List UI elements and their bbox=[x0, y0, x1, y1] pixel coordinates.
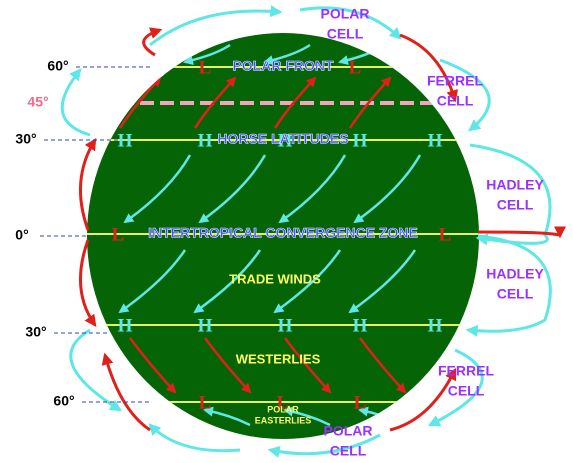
wind-arrow bbox=[283, 406, 331, 427]
cell-label: POLAR bbox=[321, 6, 370, 22]
cell-label: FERREL bbox=[427, 73, 483, 89]
latitude-label: 45° bbox=[27, 94, 48, 110]
cell-loop bbox=[389, 367, 457, 432]
pressure-marker: L bbox=[112, 224, 125, 245]
wind-arrow bbox=[118, 76, 162, 129]
wind-arrow bbox=[283, 337, 332, 394]
pressure-marker: H bbox=[428, 130, 443, 151]
wind-arrow bbox=[203, 337, 252, 394]
wind-arrow bbox=[348, 76, 392, 129]
pressure-marker: H bbox=[353, 315, 368, 336]
wind-arrow bbox=[183, 43, 231, 66]
pressure-marker: H bbox=[353, 130, 368, 151]
pressure-marker: L bbox=[277, 392, 290, 413]
wind-arrow bbox=[358, 337, 407, 394]
wind-arrow bbox=[193, 76, 237, 129]
wind-arrow bbox=[198, 154, 267, 224]
zone-label: POLAR FRONT bbox=[232, 58, 334, 74]
zone-label: INTERTROPICAL CONVERGENCE ZONE bbox=[148, 225, 418, 241]
wind-label: EASTERLIES bbox=[255, 415, 312, 425]
wind-arrow bbox=[263, 43, 311, 66]
wind-arrow bbox=[353, 154, 422, 224]
cell-label: POLAR bbox=[324, 423, 373, 439]
wind-arrow bbox=[273, 76, 317, 129]
pressure-marker: H bbox=[278, 130, 293, 151]
globe bbox=[87, 33, 479, 439]
cell-loop bbox=[69, 328, 123, 412]
latitude-label: 0° bbox=[15, 227, 28, 243]
wind-label: POLAR bbox=[267, 404, 299, 414]
latitude-label: 30° bbox=[25, 324, 46, 340]
pressure-marker: H bbox=[118, 130, 133, 151]
wind-arrow bbox=[203, 406, 251, 427]
cell-loop bbox=[427, 348, 484, 427]
cell-label: HADLEY bbox=[486, 177, 544, 193]
cell-label: CELL bbox=[327, 26, 364, 42]
cell-loop bbox=[101, 352, 151, 432]
cell-loop bbox=[439, 58, 491, 132]
latitude-label: 30° bbox=[15, 131, 36, 147]
cell-label: FERREL bbox=[438, 363, 494, 379]
wind-arrows bbox=[87, 43, 479, 427]
cell-loop bbox=[78, 137, 97, 231]
wind-arrow bbox=[123, 154, 192, 224]
wind-arrow bbox=[108, 43, 156, 66]
pressure-marker: H bbox=[198, 130, 213, 151]
wind-arrow bbox=[273, 249, 342, 314]
cell-loop bbox=[148, 423, 241, 453]
latitude-label: 60° bbox=[53, 393, 74, 409]
cell-label: CELL bbox=[497, 197, 534, 213]
cell-loop bbox=[477, 226, 566, 239]
cell-loop bbox=[299, 6, 402, 40]
pressure-marker: L bbox=[354, 392, 367, 413]
cell-label: CELL bbox=[497, 286, 534, 302]
pressure-marker: L bbox=[199, 392, 212, 413]
cell-loop bbox=[267, 433, 381, 458]
cell-loop bbox=[78, 239, 97, 327]
wind-arrow bbox=[118, 249, 187, 314]
latitude-label: 60° bbox=[47, 58, 68, 74]
pressure-marker: H bbox=[118, 315, 133, 336]
cell-loop bbox=[142, 27, 163, 57]
cell-loop bbox=[465, 234, 552, 337]
pressure-marker: L bbox=[439, 224, 452, 245]
wind-label: TRADE WINDS bbox=[229, 271, 321, 286]
cell-label: CELL bbox=[330, 443, 367, 459]
pressure-marker: H bbox=[198, 315, 213, 336]
pressure-marker: H bbox=[428, 315, 443, 336]
pressure-marker: L bbox=[199, 57, 212, 78]
pressure-marker: L bbox=[349, 57, 362, 78]
wind-label: WESTERLIES bbox=[236, 351, 321, 366]
cell-label: CELL bbox=[437, 93, 474, 109]
wind-arrow bbox=[278, 154, 347, 224]
cell-label: CELL bbox=[448, 383, 485, 399]
wind-arrow bbox=[193, 249, 262, 314]
cell-loop bbox=[399, 33, 458, 103]
wind-arrow bbox=[348, 249, 417, 314]
pressure-marker: H bbox=[278, 315, 293, 336]
cell-label: HADLEY bbox=[486, 266, 544, 282]
wind-arrow bbox=[128, 337, 177, 394]
cell-loop bbox=[60, 68, 91, 137]
cell-loop bbox=[469, 143, 552, 246]
zone-label: HORSE LATITUDES bbox=[217, 131, 348, 147]
cell-loops bbox=[60, 5, 566, 458]
